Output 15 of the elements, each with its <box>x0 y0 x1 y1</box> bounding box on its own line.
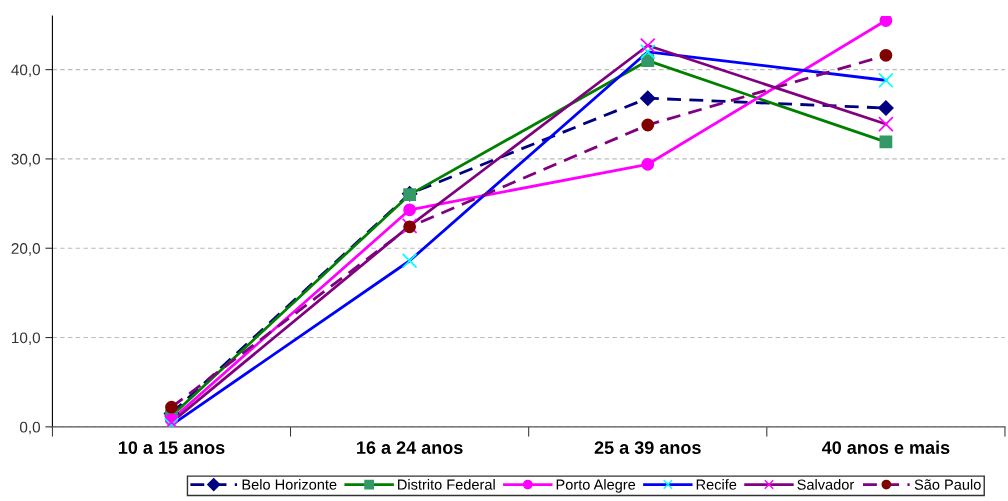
y-tick-label: 40,0 <box>11 64 41 78</box>
y-tick-label: 10,0 <box>12 332 41 346</box>
x-tick-label: 25 a 39 anos <box>594 441 701 455</box>
legend-label: Belo Horizonte <box>242 479 337 490</box>
x-tick-label: 10 a 15 anos <box>118 441 225 454</box>
y-tick-label: 30,0 <box>11 153 41 167</box>
legend-label: Salvador <box>797 479 854 490</box>
legend-label: Distrito Federal <box>398 479 495 490</box>
legend-label: Recife <box>696 479 737 490</box>
legend-label: São Paulo <box>914 479 981 490</box>
y-tick-label: 0,0 <box>19 421 41 435</box>
x-tick-label: 16 a 24 anos <box>357 441 463 454</box>
legend-label: Porto Alegre <box>556 479 636 493</box>
x-tick-label: 40 anos e mais <box>821 440 950 454</box>
y-tick-label: 20,0 <box>11 243 41 256</box>
